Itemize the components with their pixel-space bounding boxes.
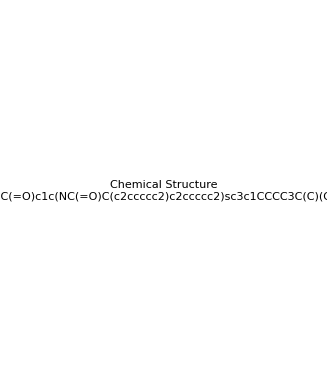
Text: Chemical Structure
COC(=O)c1c(NC(=O)C(c2ccccc2)c2ccccc2)sc3c1CCCC3C(C)(C)C: Chemical Structure COC(=O)c1c(NC(=O)C(c2… xyxy=(0,180,327,202)
